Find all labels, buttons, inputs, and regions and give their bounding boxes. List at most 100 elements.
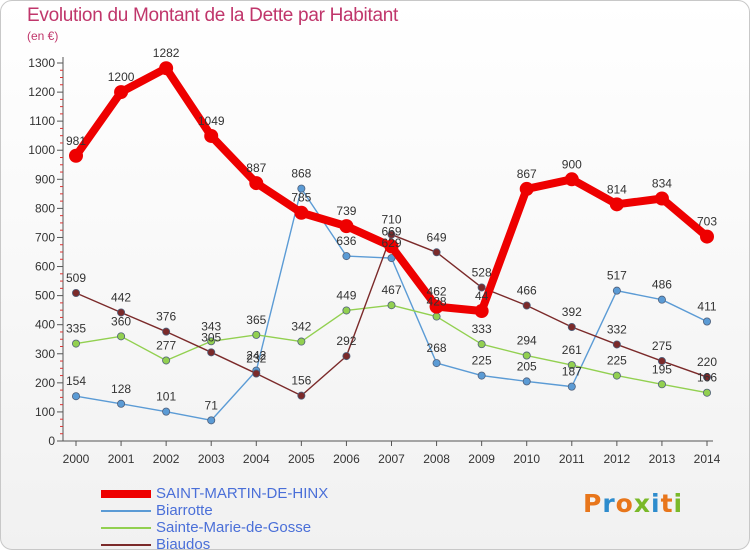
logo-letter: x bbox=[633, 489, 651, 518]
data-label-2: 195 bbox=[652, 362, 672, 376]
data-label-2: 360 bbox=[111, 314, 131, 328]
data-label-0: 981 bbox=[66, 134, 86, 148]
x-tick-label: 2008 bbox=[423, 452, 450, 466]
data-point-2 bbox=[162, 356, 171, 365]
y-tick-label: 1000 bbox=[28, 143, 55, 157]
data-point-3 bbox=[657, 357, 666, 366]
data-point-2 bbox=[252, 330, 261, 339]
data-point-3 bbox=[72, 288, 81, 297]
legend-swatch-3 bbox=[101, 543, 151, 546]
data-label-0: 462 bbox=[427, 285, 447, 299]
data-point-0 bbox=[339, 219, 354, 234]
data-label-0: 834 bbox=[652, 176, 672, 190]
data-point-2 bbox=[612, 371, 621, 380]
x-tick-label: 2006 bbox=[333, 452, 360, 466]
data-label-0: 900 bbox=[562, 157, 582, 171]
data-point-2 bbox=[117, 332, 126, 341]
data-point-0 bbox=[654, 191, 669, 206]
data-point-2 bbox=[703, 388, 712, 397]
data-label-0: 1282 bbox=[153, 46, 180, 60]
logo-letter: i bbox=[673, 489, 684, 518]
data-label-2: 294 bbox=[517, 334, 537, 348]
data-point-1 bbox=[117, 399, 126, 408]
data-label-3: 156 bbox=[291, 374, 311, 388]
data-point-0 bbox=[69, 148, 83, 163]
data-label-1: 411 bbox=[697, 299, 716, 313]
data-label-2: 343 bbox=[201, 319, 221, 333]
data-point-0 bbox=[204, 128, 219, 143]
data-point-0 bbox=[609, 197, 624, 212]
x-tick-label: 2014 bbox=[694, 452, 721, 466]
data-point-0 bbox=[159, 61, 174, 76]
x-tick-label: 2011 bbox=[559, 452, 585, 466]
data-point-1 bbox=[612, 286, 621, 295]
data-label-0: 867 bbox=[517, 167, 537, 181]
data-point-2 bbox=[432, 312, 441, 321]
x-tick-label: 2013 bbox=[649, 452, 676, 466]
x-tick-label: 2010 bbox=[513, 452, 540, 466]
data-point-3 bbox=[342, 352, 351, 361]
data-point-2 bbox=[387, 301, 396, 310]
data-point-0 bbox=[384, 239, 399, 254]
data-label-1: 868 bbox=[291, 167, 311, 181]
data-label-3: 232 bbox=[246, 352, 266, 366]
data-point-0 bbox=[700, 229, 714, 244]
data-point-3 bbox=[432, 248, 441, 257]
x-tick-label: 2009 bbox=[468, 452, 495, 466]
data-point-0 bbox=[564, 172, 579, 187]
data-point-1 bbox=[72, 392, 81, 401]
x-tick-label: 2000 bbox=[63, 452, 90, 466]
y-tick-label: 1200 bbox=[28, 85, 55, 99]
legend-label: SAINT-MARTIN-DE-HINX bbox=[156, 485, 329, 502]
y-tick-label: 0 bbox=[48, 434, 55, 448]
data-point-2 bbox=[657, 380, 666, 389]
data-point-3 bbox=[522, 301, 531, 310]
logo-letter: t bbox=[660, 489, 674, 518]
data-label-1: 101 bbox=[156, 390, 176, 404]
data-point-3 bbox=[297, 391, 306, 400]
chart-unit-label: (en €) bbox=[27, 29, 59, 43]
data-label-0: 703 bbox=[697, 215, 717, 229]
logo-letter: o bbox=[615, 489, 634, 518]
data-point-0 bbox=[249, 176, 264, 191]
data-point-2 bbox=[207, 337, 216, 346]
data-point-3 bbox=[117, 308, 126, 317]
data-point-1 bbox=[387, 254, 396, 263]
legend-label: Biarrotte bbox=[156, 502, 213, 519]
data-label-1: 187 bbox=[562, 365, 582, 379]
y-tick-label: 600 bbox=[35, 260, 55, 274]
data-label-1: 486 bbox=[652, 278, 672, 292]
data-label-1: 154 bbox=[66, 374, 86, 388]
data-point-0 bbox=[294, 205, 309, 220]
line-chart: 0 100 200 300 400 500 600 700 800 900 1000 1100 1200… bbox=[28, 46, 721, 466]
data-label-3: 649 bbox=[427, 230, 447, 244]
data-label-2: 261 bbox=[562, 343, 582, 357]
data-label-2: 333 bbox=[472, 322, 492, 336]
data-point-0 bbox=[474, 304, 489, 319]
y-tick-label: 200 bbox=[35, 376, 55, 390]
y-tick-label: 100 bbox=[35, 405, 55, 419]
legend-swatch-1 bbox=[101, 509, 151, 512]
data-point-0 bbox=[519, 181, 534, 196]
data-label-3: 392 bbox=[562, 305, 582, 319]
data-point-2 bbox=[522, 351, 531, 360]
data-label-3: 509 bbox=[66, 271, 86, 285]
data-label-2: 365 bbox=[246, 313, 266, 327]
data-point-3 bbox=[612, 340, 621, 349]
data-point-0 bbox=[114, 85, 129, 100]
y-tick-label: 900 bbox=[35, 172, 55, 186]
legend-label: Biaudos bbox=[156, 536, 211, 550]
data-point-1 bbox=[703, 317, 712, 326]
data-label-2: 335 bbox=[66, 322, 86, 336]
data-point-3 bbox=[252, 369, 261, 378]
data-label-1: 128 bbox=[111, 382, 131, 396]
chart-title: Evolution du Montant de la Dette par Hab… bbox=[27, 5, 398, 26]
data-label-0: 739 bbox=[336, 204, 356, 218]
data-label-3: 528 bbox=[472, 265, 492, 279]
y-tick-label: 500 bbox=[35, 289, 55, 303]
data-label-3: 442 bbox=[111, 290, 131, 304]
data-point-2 bbox=[342, 306, 351, 315]
data-point-3 bbox=[703, 373, 712, 382]
data-label-1: 517 bbox=[607, 269, 627, 283]
logo-letter: i bbox=[651, 489, 661, 518]
